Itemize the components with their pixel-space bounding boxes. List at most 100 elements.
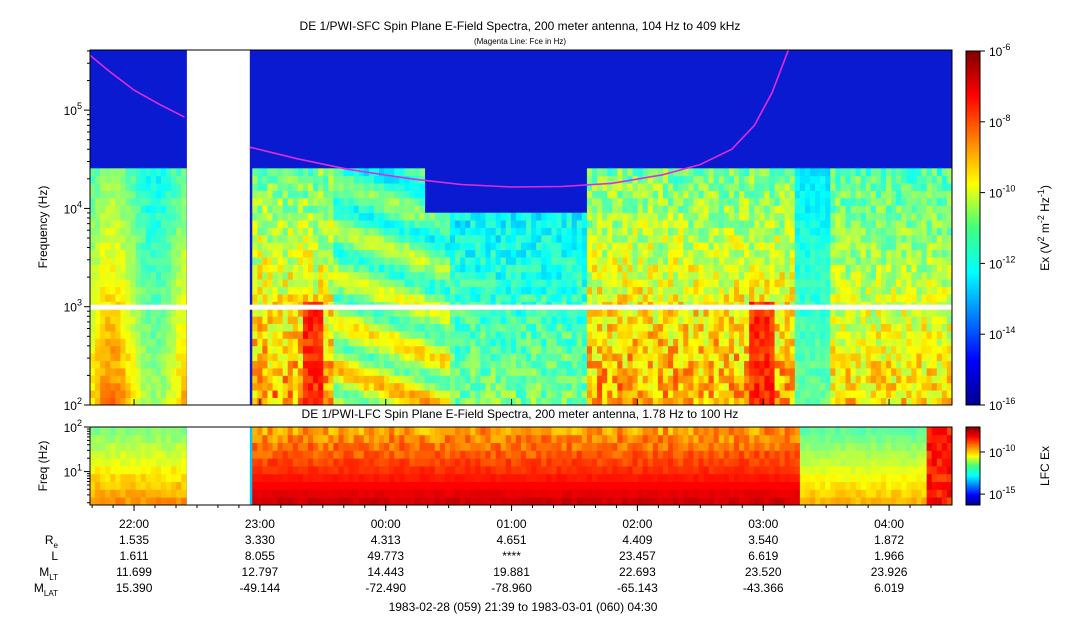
sfc-intensity-cell <box>414 227 420 236</box>
sfc-intensity-cell <box>860 175 867 184</box>
sfc-intensity-cell <box>591 345 598 354</box>
sfc-intensity-cell <box>784 212 791 221</box>
sfc-intensity-cell <box>693 397 699 405</box>
sfc-intensity-cell <box>333 382 339 391</box>
sfc-intensity-cell <box>825 390 831 399</box>
sfc-intensity-cell <box>566 345 573 354</box>
sfc-intensity-cell <box>617 183 623 191</box>
sfc-intensity-cell <box>505 212 512 221</box>
sfc-intensity-cell <box>911 323 917 332</box>
sfc-intensity-cell <box>591 242 598 251</box>
sfc-intensity-cell <box>444 360 451 369</box>
sfc-intensity-cell <box>759 249 765 258</box>
sfc-intensity-cell <box>713 227 720 236</box>
sfc-intensity-cell <box>693 242 699 251</box>
sfc-intensity-cell <box>414 168 420 177</box>
sfc-intensity-cell <box>389 197 395 206</box>
sfc-intensity-cell <box>262 264 268 273</box>
sfc-intensity-cell <box>946 168 952 177</box>
sfc-intensity-cell <box>916 183 922 191</box>
sfc-intensity-cell <box>399 279 405 288</box>
sfc-intensity-cell <box>799 375 806 384</box>
sfc-intensity-cell <box>297 286 304 295</box>
sfc-intensity-cell <box>794 338 801 347</box>
sfc-intensity-cell <box>698 390 704 399</box>
sfc-intensity-cell <box>510 264 517 273</box>
sfc-intensity-cell <box>840 279 846 288</box>
sfc-intensity-cell <box>865 197 872 206</box>
sfc-intensity-cell <box>875 264 882 273</box>
sfc-intensity-cell <box>368 227 375 236</box>
sfc-intensity-cell <box>257 212 263 221</box>
sfc-intensity-cell <box>115 345 121 354</box>
sfc-intensity-cell <box>505 353 512 362</box>
sfc-intensity-cell <box>541 242 547 251</box>
sfc-intensity-cell <box>754 368 760 376</box>
sfc-intensity-cell <box>115 271 121 280</box>
sfc-intensity-cell <box>155 183 162 191</box>
sfc-intensity-cell <box>338 345 344 354</box>
sfc-intensity-cell <box>723 264 730 273</box>
sfc-intensity-cell <box>480 212 486 221</box>
sfc-intensity-cell <box>597 390 603 399</box>
sfc-intensity-cell <box>754 190 760 199</box>
sfc-intensity-cell <box>840 382 846 391</box>
sfc-intensity-cell <box>678 382 684 391</box>
sfc-intensity-cell <box>860 338 867 347</box>
sfc-intensity-cell <box>399 331 405 339</box>
sfc-intensity-cell <box>414 323 420 332</box>
sfc-intensity-cell <box>95 264 101 273</box>
sfc-intensity-cell <box>784 331 791 339</box>
sfc-intensity-cell <box>302 331 309 339</box>
sfc-intensity-cell <box>384 249 390 258</box>
sfc-intensity-cell <box>292 271 299 280</box>
sfc-intensity-cell <box>292 331 299 339</box>
sfc-intensity-cell <box>911 382 917 391</box>
sfc-intensity-cell <box>181 264 187 273</box>
sfc-intensity-cell <box>728 360 735 369</box>
sfc-intensity-cell <box>95 382 101 391</box>
sfc-intensity-cell <box>257 323 263 332</box>
sfc-intensity-cell <box>936 375 943 384</box>
sfc-intensity-cell <box>825 368 831 376</box>
sfc-intensity-cell <box>262 286 268 295</box>
sfc-intensity-cell <box>703 205 710 214</box>
sfc-intensity-cell <box>896 368 902 376</box>
sfc-intensity-cell <box>160 220 167 228</box>
sfc-intensity-cell <box>896 397 902 405</box>
sfc-intensity-cell <box>495 308 502 317</box>
sfc-intensity-cell <box>926 234 933 243</box>
lfc-intensity-cell <box>115 450 121 459</box>
sfc-intensity-cell <box>318 257 324 265</box>
sfc-intensity-cell <box>145 197 152 206</box>
sfc-intensity-cell <box>825 375 831 384</box>
sfc-intensity-cell <box>556 271 562 280</box>
sfc-intensity-cell <box>90 220 96 228</box>
sfc-intensity-cell <box>860 234 867 243</box>
sfc-intensity-cell <box>723 183 730 191</box>
sfc-intensity-cell <box>531 316 537 325</box>
sfc-intensity-cell <box>810 316 816 325</box>
sfc-intensity-cell <box>632 279 639 288</box>
sfc-intensity-cell <box>607 316 613 325</box>
sfc-intensity-cell <box>668 220 674 228</box>
sfc-intensity-cell <box>399 338 405 347</box>
sfc-intensity-cell <box>906 183 912 191</box>
sfc-intensity-cell <box>257 331 263 339</box>
sfc-intensity-cell <box>764 257 770 265</box>
sfc-intensity-cell <box>693 390 699 399</box>
sfc-intensity-cell <box>333 205 339 214</box>
sfc-intensity-cell <box>911 286 917 295</box>
sfc-intensity-cell <box>749 264 755 273</box>
sfc-intensity-cell <box>480 382 486 391</box>
sfc-intensity-cell <box>886 294 892 302</box>
sfc-y-tick-label: 102 <box>64 396 82 413</box>
sfc-intensity-cell <box>419 286 426 295</box>
sfc-intensity-cell <box>840 227 846 236</box>
sfc-intensity-cell <box>100 197 106 206</box>
sfc-intensity-cell <box>764 279 770 288</box>
sfc-intensity-cell <box>840 375 846 384</box>
sfc-intensity-cell <box>515 308 522 317</box>
sfc-intensity-cell <box>323 271 329 280</box>
sfc-intensity-cell <box>135 242 142 251</box>
